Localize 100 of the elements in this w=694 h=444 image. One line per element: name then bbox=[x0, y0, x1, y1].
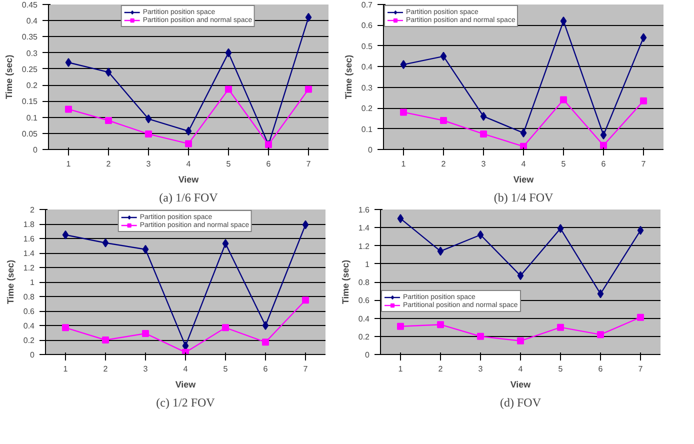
point bbox=[600, 130, 607, 140]
y-tick-label: 0.4 bbox=[361, 62, 374, 72]
y-tick-label: 1.2 bbox=[23, 264, 36, 272]
text: (a) 1/6 FOV bbox=[159, 190, 218, 204]
y-tick-label: 0.25 bbox=[22, 64, 38, 74]
y-tick-label: 0 bbox=[30, 350, 36, 360]
point bbox=[437, 321, 444, 328]
y-tick-label: 0.6 bbox=[361, 21, 374, 30]
point bbox=[142, 330, 149, 337]
y-tick-label: 0.5 bbox=[361, 42, 374, 51]
point bbox=[640, 33, 647, 42]
x-axis-title: View bbox=[510, 380, 532, 390]
point bbox=[65, 58, 72, 67]
point bbox=[145, 130, 152, 138]
y-tick-label: 0 bbox=[33, 146, 38, 154]
point bbox=[145, 114, 152, 124]
point bbox=[517, 337, 524, 344]
point bbox=[600, 142, 607, 149]
x-tick-label: 7 bbox=[638, 364, 644, 374]
y-tick-label: 1.6 bbox=[23, 234, 36, 244]
x-tick-label: 7 bbox=[303, 364, 308, 374]
y-tick-label: 0.6 bbox=[358, 296, 370, 306]
x-tick-label: 4 bbox=[521, 160, 526, 168]
point bbox=[557, 224, 564, 234]
point bbox=[480, 130, 487, 138]
x-tick-label: 3 bbox=[481, 160, 486, 168]
x-axis-title: View bbox=[175, 380, 197, 390]
x-tick-label: 5 bbox=[561, 160, 566, 168]
y-tick-label: 0 bbox=[368, 146, 374, 154]
y-axis-title: Time (sec) bbox=[343, 54, 354, 100]
point bbox=[142, 244, 149, 254]
point bbox=[102, 238, 109, 248]
point bbox=[62, 324, 69, 332]
point bbox=[477, 332, 484, 340]
x-tick-label: 6 bbox=[601, 160, 606, 168]
point bbox=[437, 246, 444, 256]
point bbox=[62, 230, 69, 240]
y-tick-label: 0.4 bbox=[26, 16, 38, 26]
x-tick-label: 5 bbox=[223, 364, 228, 374]
y-tick-label: 0.1 bbox=[361, 124, 374, 134]
point bbox=[185, 140, 192, 148]
point bbox=[520, 128, 527, 138]
x-tick-label: 7 bbox=[306, 160, 312, 168]
x-tick-label: 6 bbox=[598, 364, 604, 374]
x-tick-label: 1 bbox=[63, 364, 68, 374]
point bbox=[105, 68, 112, 77]
y-tick-label: 0 bbox=[365, 350, 370, 360]
point bbox=[560, 16, 567, 26]
y-tick-label: 0.2 bbox=[361, 104, 374, 114]
point bbox=[597, 289, 604, 298]
y-tick-label: 2 bbox=[30, 206, 36, 214]
x-tick-label: 6 bbox=[263, 364, 268, 374]
y-tick-label: 0.8 bbox=[23, 292, 36, 302]
point bbox=[105, 117, 112, 124]
y-tick-label: 1.4 bbox=[23, 249, 36, 258]
y-tick-label: 0.05 bbox=[22, 129, 38, 138]
point bbox=[225, 86, 232, 93]
point bbox=[517, 271, 524, 280]
point bbox=[640, 97, 647, 104]
point bbox=[225, 48, 232, 58]
point bbox=[397, 322, 404, 330]
point bbox=[520, 142, 527, 150]
x-tick-label: 2 bbox=[106, 160, 112, 168]
x-tick-label: 5 bbox=[558, 364, 564, 374]
point bbox=[597, 331, 604, 338]
point bbox=[185, 126, 192, 136]
point bbox=[262, 321, 269, 330]
x-tick-label: 7 bbox=[641, 160, 646, 168]
x-tick-label: 6 bbox=[266, 160, 272, 168]
point bbox=[477, 230, 484, 240]
point bbox=[65, 106, 72, 113]
y-tick-label: 1.4 bbox=[358, 224, 370, 233]
point bbox=[400, 108, 407, 116]
y-axis-title: Time (sec) bbox=[5, 260, 16, 304]
x-tick-label: 1 bbox=[401, 160, 406, 168]
y-tick-label: 0.4 bbox=[23, 322, 36, 330]
x-tick-label: 2 bbox=[441, 160, 446, 168]
point bbox=[302, 220, 309, 230]
y-axis-title: Time (sec) bbox=[4, 54, 14, 100]
point bbox=[397, 214, 404, 224]
point bbox=[560, 96, 567, 104]
point bbox=[480, 112, 487, 121]
point bbox=[557, 324, 564, 331]
point bbox=[440, 117, 447, 124]
y-tick-label: 0.8 bbox=[358, 278, 370, 287]
point bbox=[222, 239, 229, 248]
y-tick-label: 0.6 bbox=[23, 307, 36, 316]
point bbox=[222, 324, 229, 332]
y-tick-label: 0.15 bbox=[22, 97, 38, 106]
x-tick-label: 2 bbox=[103, 364, 108, 374]
y-tick-label: 0.4 bbox=[358, 314, 370, 324]
y-tick-label: 1 bbox=[365, 260, 370, 269]
y-tick-label: 0.2 bbox=[26, 81, 38, 90]
y-tick-label: 0.3 bbox=[26, 48, 38, 58]
x-tick-label: 4 bbox=[183, 364, 188, 374]
point bbox=[305, 86, 312, 93]
x-tick-label: 3 bbox=[478, 364, 484, 374]
y-tick-label: 0.7 bbox=[361, 0, 374, 10]
point bbox=[302, 296, 309, 304]
x-tick-label: 1 bbox=[66, 160, 72, 168]
